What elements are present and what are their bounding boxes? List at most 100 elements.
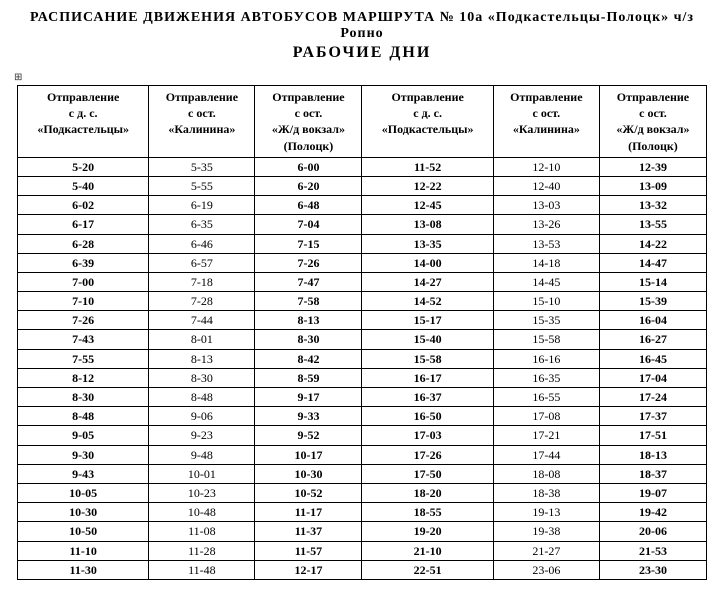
table-cell: 16-55 (493, 388, 599, 407)
table-cell: 17-37 (599, 407, 706, 426)
table-cell: 12-10 (493, 157, 599, 176)
table-cell: 17-21 (493, 426, 599, 445)
table-cell: 14-18 (493, 253, 599, 272)
table-cell: 9-23 (149, 426, 255, 445)
table-cell: 8-59 (255, 368, 362, 387)
col-header-line: Отправление (47, 90, 119, 104)
table-cell: 9-06 (149, 407, 255, 426)
table-cell: 16-16 (493, 349, 599, 368)
col-header-1: Отправлениес ост.«Калинина» (149, 86, 255, 158)
table-cell: 6-20 (255, 176, 362, 195)
table-cell: 20-06 (599, 522, 706, 541)
table-cell: 5-40 (18, 176, 149, 195)
table-cell: 8-42 (255, 349, 362, 368)
table-cell: 11-10 (18, 541, 149, 560)
table-cell: 8-12 (18, 368, 149, 387)
table-cell: 8-01 (149, 330, 255, 349)
col-header-line: с ост. (533, 106, 561, 120)
col-header-line: с ост. (188, 106, 216, 120)
col-header-line: с д. с. (413, 106, 442, 120)
table-row: 10-3010-4811-1718-5519-1319-42 (18, 503, 707, 522)
col-header-line: с ост. (295, 106, 323, 120)
table-cell: 18-13 (599, 445, 706, 464)
table-cell: 13-53 (493, 234, 599, 253)
table-row: 10-0510-2310-5218-2018-3819-07 (18, 483, 707, 502)
table-cell: 16-27 (599, 330, 706, 349)
table-cell: 10-05 (18, 483, 149, 502)
table-cell: 13-32 (599, 196, 706, 215)
table-cell: 13-08 (362, 215, 493, 234)
table-cell: 11-28 (149, 541, 255, 560)
table-cell: 19-38 (493, 522, 599, 541)
table-cell: 9-30 (18, 445, 149, 464)
table-cell: 23-30 (599, 560, 706, 579)
table-row: 9-309-4810-1717-2617-4418-13 (18, 445, 707, 464)
col-header-line: с ост. (639, 106, 667, 120)
table-cell: 6-35 (149, 215, 255, 234)
table-cell: 17-26 (362, 445, 493, 464)
table-cell: 14-52 (362, 292, 493, 311)
table-cell: 17-08 (493, 407, 599, 426)
table-cell: 10-50 (18, 522, 149, 541)
table-row: 5-205-356-0011-5212-1012-39 (18, 157, 707, 176)
table-cell: 15-10 (493, 292, 599, 311)
table-cell: 7-26 (18, 311, 149, 330)
table-cell: 5-35 (149, 157, 255, 176)
table-cell: 11-57 (255, 541, 362, 560)
table-cell: 8-13 (255, 311, 362, 330)
table-cell: 14-27 (362, 272, 493, 291)
table-cell: 15-17 (362, 311, 493, 330)
table-cell: 7-15 (255, 234, 362, 253)
table-cell: 10-23 (149, 483, 255, 502)
col-header-4: Отправлениес ост.«Калинина» (493, 86, 599, 158)
table-cell: 15-58 (362, 349, 493, 368)
col-header-line: «Ж/д вокзал» (616, 122, 689, 136)
table-header-row: Отправлениес д. с.«Подкастельцы»Отправле… (18, 86, 707, 158)
table-cell: 7-18 (149, 272, 255, 291)
table-cell: 14-47 (599, 253, 706, 272)
table-cell: 7-58 (255, 292, 362, 311)
table-row: 8-308-489-1716-3716-5517-24 (18, 388, 707, 407)
table-cell: 12-39 (599, 157, 706, 176)
table-cell: 17-51 (599, 426, 706, 445)
col-header-line: «Калинина» (513, 122, 580, 136)
table-cell: 11-52 (362, 157, 493, 176)
table-cell: 17-03 (362, 426, 493, 445)
table-cell: 6-02 (18, 196, 149, 215)
table-cell: 14-00 (362, 253, 493, 272)
table-cell: 14-22 (599, 234, 706, 253)
table-cell: 21-27 (493, 541, 599, 560)
table-cell: 7-55 (18, 349, 149, 368)
table-cell: 16-17 (362, 368, 493, 387)
table-head: Отправлениес д. с.«Подкастельцы»Отправле… (18, 86, 707, 158)
table-cell: 7-26 (255, 253, 362, 272)
col-header-line: «Калинина» (168, 122, 235, 136)
table-cell: 16-50 (362, 407, 493, 426)
table-cell: 16-45 (599, 349, 706, 368)
table-cell: 7-10 (18, 292, 149, 311)
table-cell: 9-43 (18, 464, 149, 483)
table-cell: 8-30 (255, 330, 362, 349)
table-row: 11-3011-4812-1722-5123-0623-30 (18, 560, 707, 579)
table-row: 5-405-556-2012-2212-4013-09 (18, 176, 707, 195)
table-row: 6-396-577-2614-0014-1814-47 (18, 253, 707, 272)
table-row: 7-558-138-4215-5816-1616-45 (18, 349, 707, 368)
table-cell: 11-30 (18, 560, 149, 579)
table-cell: 9-05 (18, 426, 149, 445)
table-cell: 11-37 (255, 522, 362, 541)
table-cell: 14-45 (493, 272, 599, 291)
table-row: 9-4310-0110-3017-5018-0818-37 (18, 464, 707, 483)
table-cell: 8-48 (18, 407, 149, 426)
table-row: 8-489-069-3316-5017-0817-37 (18, 407, 707, 426)
table-row: 6-026-196-4812-4513-0313-32 (18, 196, 707, 215)
table-cell: 15-39 (599, 292, 706, 311)
table-cell: 6-57 (149, 253, 255, 272)
col-header-5: Отправлениес ост.«Ж/д вокзал»(Полоцк) (599, 86, 706, 158)
table-cell: 6-48 (255, 196, 362, 215)
table-cell: 18-08 (493, 464, 599, 483)
table-row: 7-107-287-5814-5215-1015-39 (18, 292, 707, 311)
col-header-line: «Ж/д вокзал» (272, 122, 345, 136)
table-cell: 9-48 (149, 445, 255, 464)
table-cell: 10-30 (255, 464, 362, 483)
table-cell: 13-26 (493, 215, 599, 234)
